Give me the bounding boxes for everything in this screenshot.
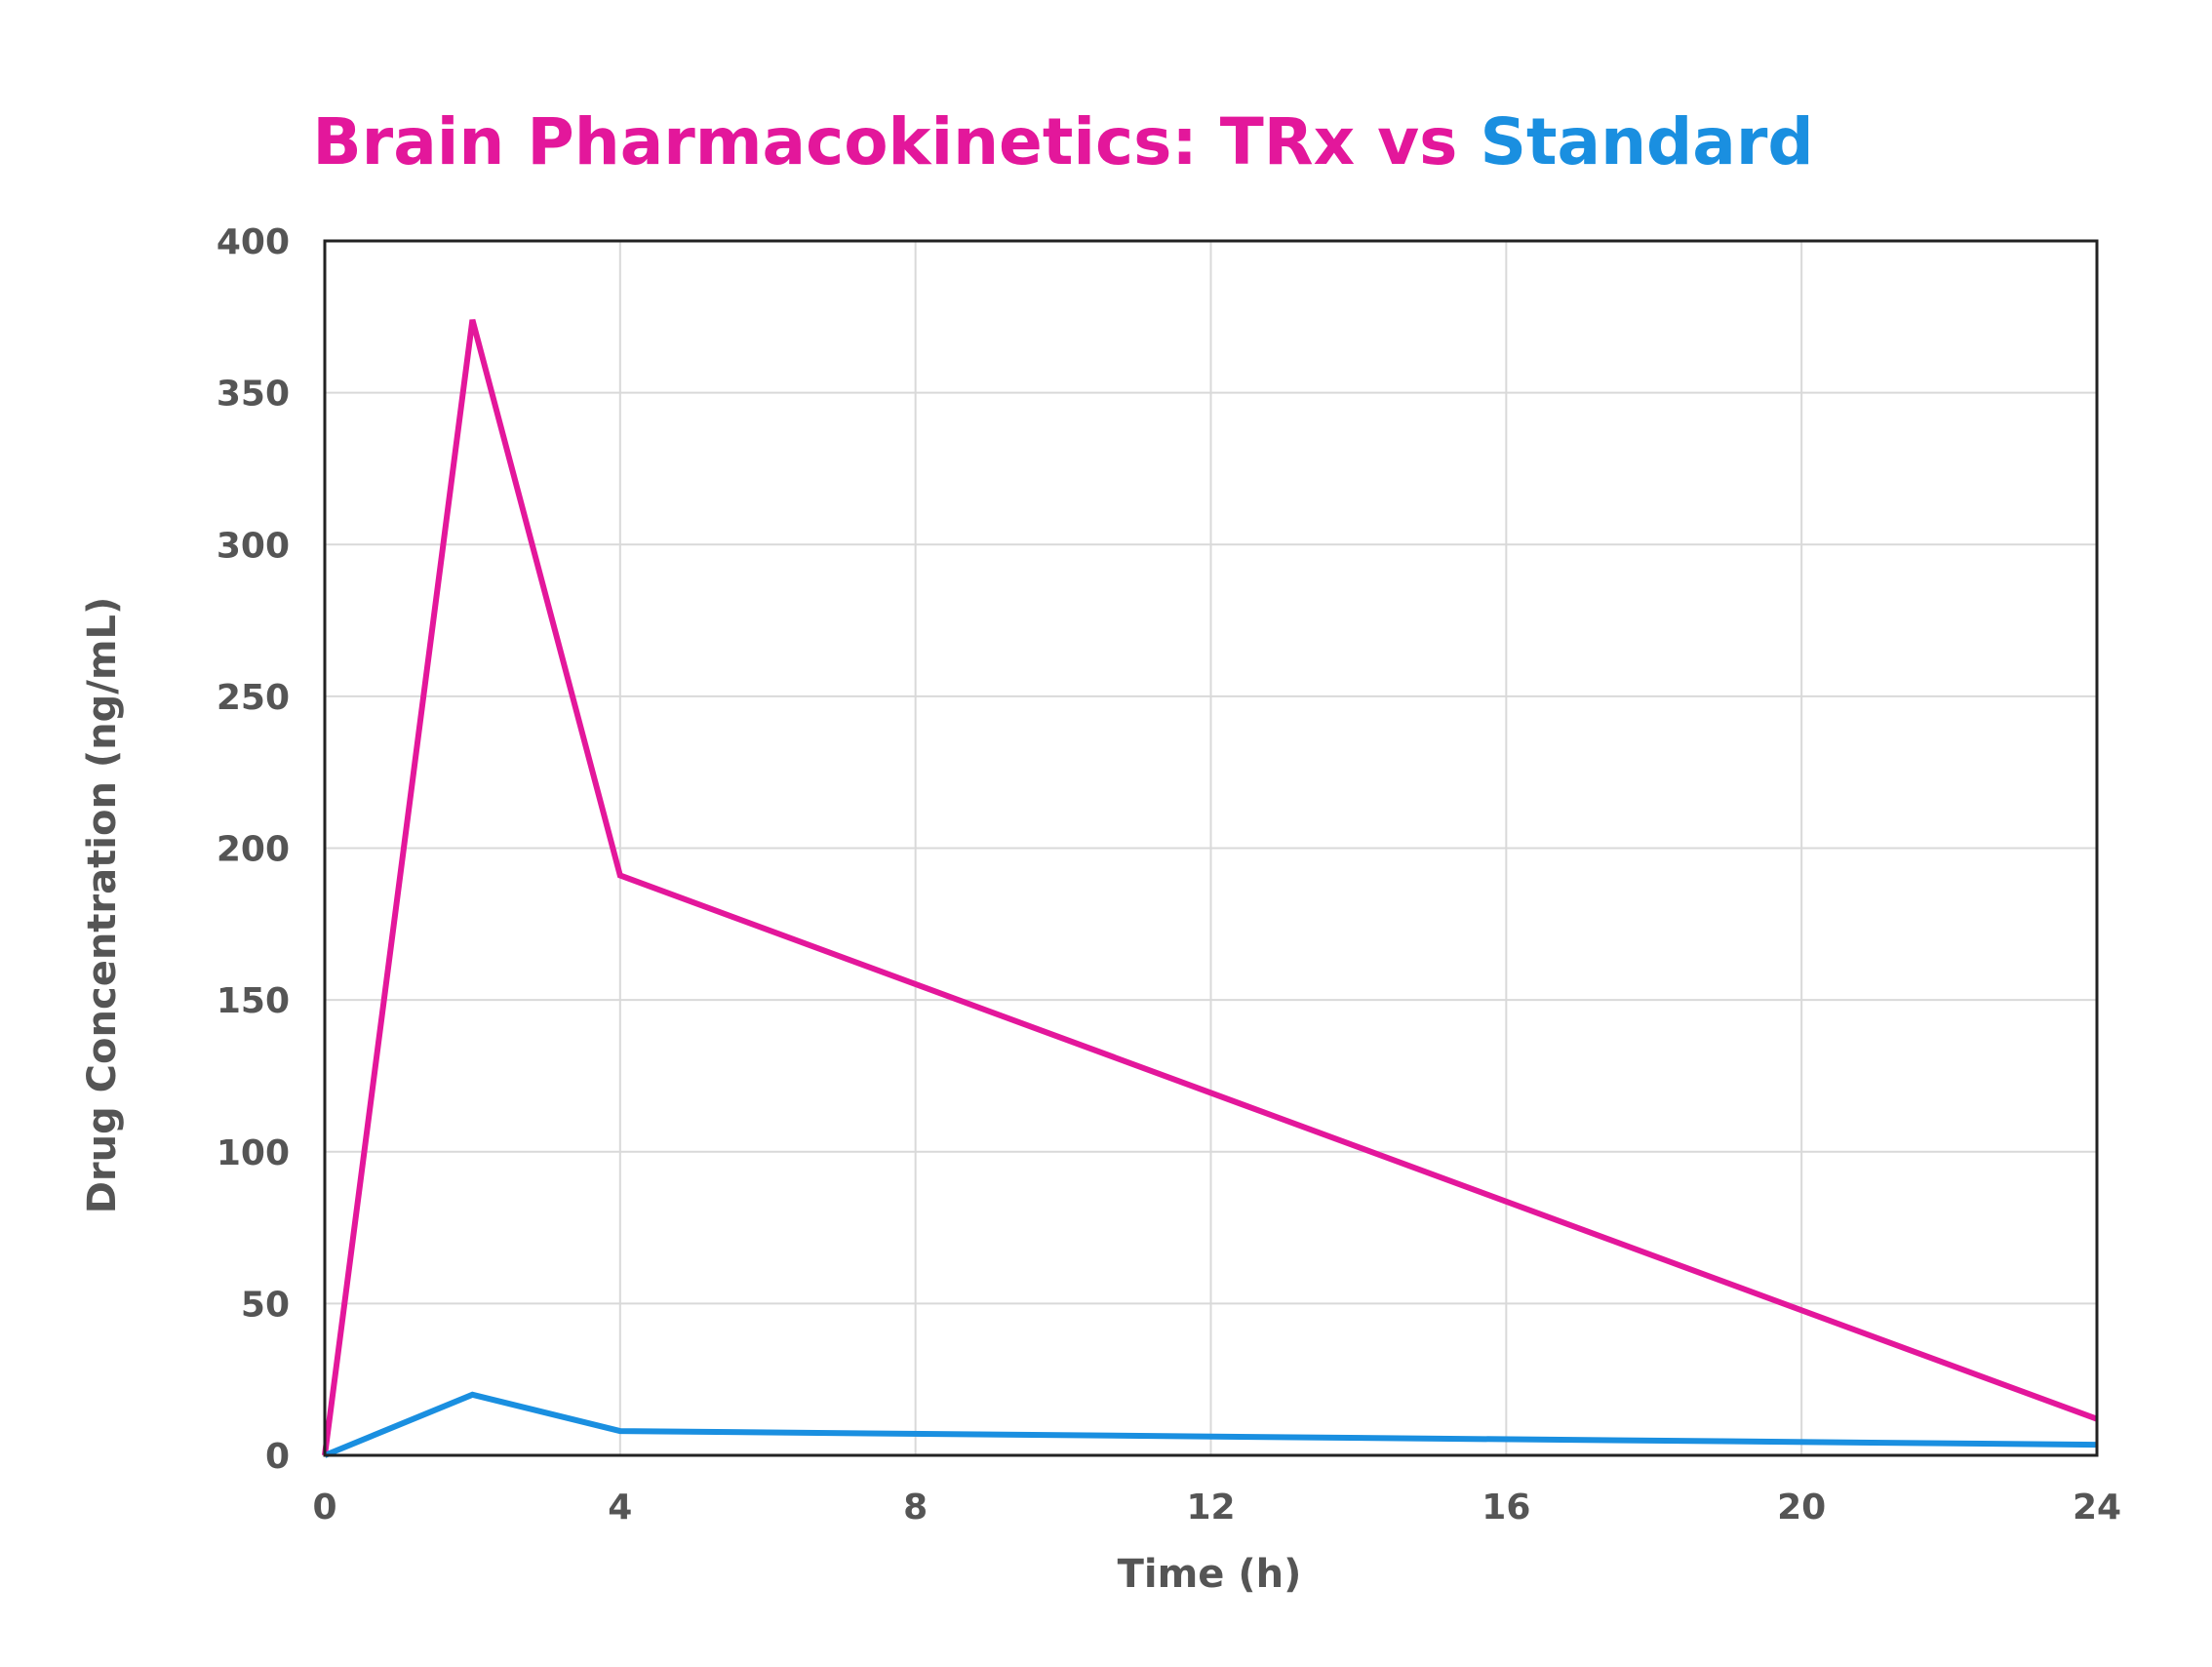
y-tick-label: 200: [217, 830, 290, 870]
series-line-0: [322, 319, 2099, 1456]
x-axis-title: Time (h): [1118, 1552, 1302, 1597]
y-tick-label: 0: [265, 1437, 290, 1477]
chart-title: Brain Pharmacokinetics: TRx vs Standard: [312, 104, 1813, 179]
y-tick-labels: 0 50 100 150 200 250 300 350 400: [217, 222, 290, 1477]
x-tick-label: 24: [2073, 1488, 2121, 1528]
chart-title-part: Standard: [1480, 104, 1813, 179]
y-tick-label: 50: [241, 1285, 290, 1325]
x-tick-label: 20: [1777, 1488, 1826, 1528]
x-tick-label: 12: [1186, 1488, 1235, 1528]
y-tick-label: 350: [217, 375, 290, 415]
x-tick-label: 0: [312, 1488, 336, 1528]
plot-frame: [323, 239, 2099, 1457]
y-tick-label: 100: [217, 1133, 290, 1173]
x-tick-labels: 0 4 8 12 16 20 24: [312, 1488, 2121, 1528]
chart-title-part: Brain Pharmacokinetics: TRx vs: [312, 104, 1480, 179]
x-tick-label: 8: [903, 1488, 928, 1528]
y-tick-label: 150: [217, 981, 290, 1021]
y-axis-title: Drug Concentration (ng/mL): [80, 597, 125, 1214]
grid-lines: [325, 241, 2097, 1455]
series-lines: [322, 319, 2099, 1458]
y-tick-label: 250: [217, 678, 290, 718]
series-line-1: [323, 1391, 2098, 1458]
y-tick-label: 400: [217, 222, 290, 262]
x-tick-label: 4: [608, 1488, 632, 1528]
y-tick-label: 300: [217, 526, 290, 566]
x-tick-label: 16: [1481, 1488, 1530, 1528]
